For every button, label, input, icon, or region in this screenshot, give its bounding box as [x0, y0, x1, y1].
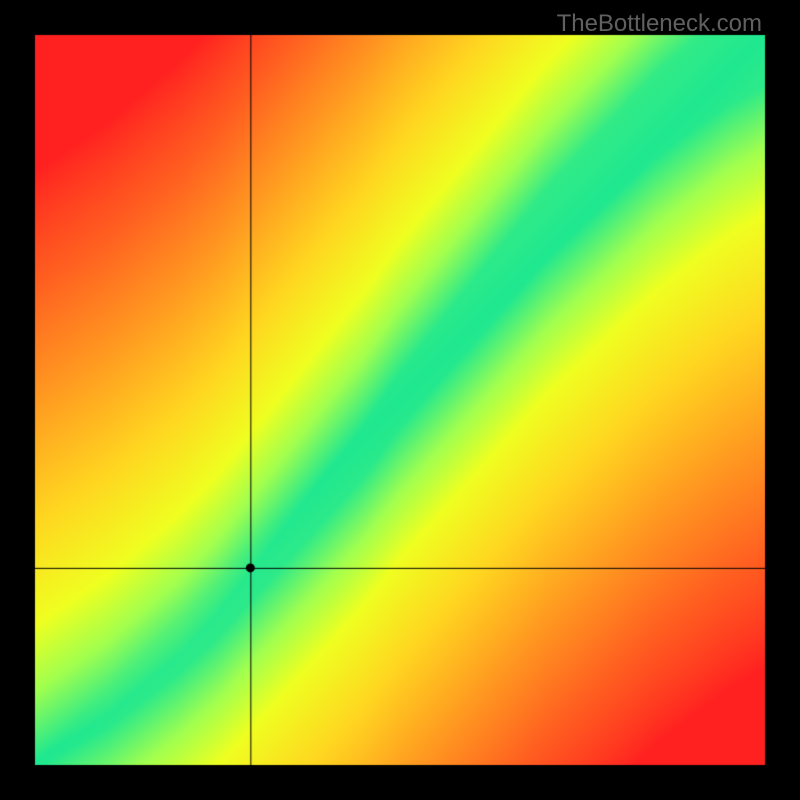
bottleneck-heatmap — [0, 0, 800, 800]
chart-container: TheBottleneck.com — [0, 0, 800, 800]
watermark-text: TheBottleneck.com — [557, 10, 762, 38]
